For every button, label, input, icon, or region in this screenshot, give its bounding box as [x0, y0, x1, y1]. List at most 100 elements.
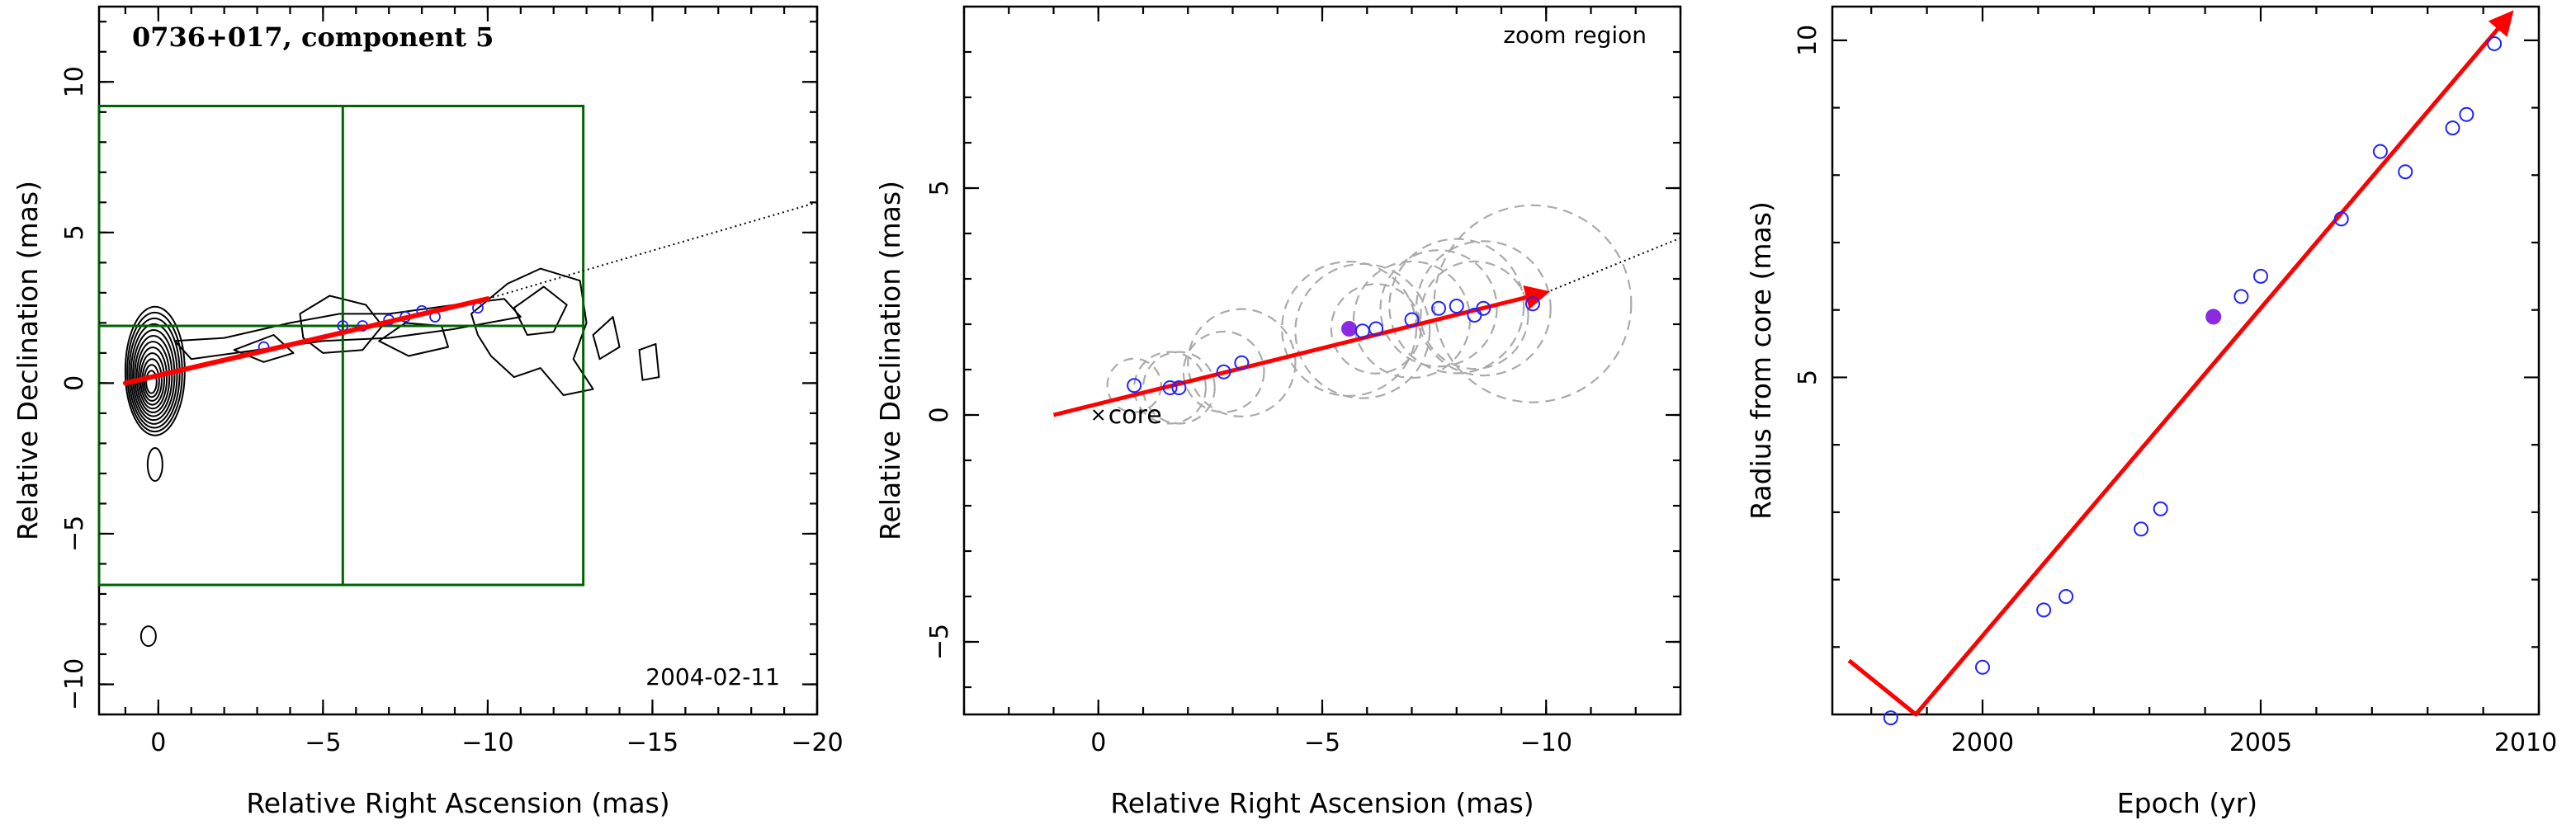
epoch-point — [1974, 659, 1990, 675]
trajectory-arrow — [122, 296, 490, 386]
x-tick-label: −5 — [1304, 728, 1340, 757]
x-tick-label: −20 — [791, 728, 843, 757]
epoch-point — [2459, 106, 2474, 122]
epoch-point — [2058, 589, 2074, 604]
y-axis-label: Relative Declination (mas) — [12, 181, 44, 540]
epoch-point — [2252, 268, 2268, 284]
zoom-region-marks: core — [1052, 237, 1681, 430]
y-tick-label: 0 — [925, 407, 954, 422]
y-tick-label: 5 — [925, 180, 954, 196]
x-tick-label: 2005 — [2229, 728, 2292, 757]
x-tick-label: 2010 — [2494, 728, 2557, 757]
component-point — [1431, 300, 1447, 316]
component-point — [1171, 380, 1187, 395]
core-contour — [128, 317, 181, 429]
jet-contour — [233, 334, 295, 363]
x-tick-label: −10 — [461, 728, 513, 757]
y-tick-label: 5 — [1794, 370, 1822, 385]
zoom-box — [97, 104, 585, 587]
zoom-region-label: zoom region — [1503, 21, 1647, 49]
y-tick-label: −10 — [60, 658, 89, 710]
component-point — [1404, 312, 1420, 328]
x-axis-label-zoom: Relative Right Ascension (mas) — [1110, 787, 1534, 819]
core-contour — [130, 323, 178, 425]
zoom-region-frame — [962, 5, 1682, 716]
fit-curve — [1847, 10, 2514, 717]
component-size-circle — [1182, 330, 1265, 413]
epoch-point — [2372, 144, 2388, 159]
contour-map-panel: 0 −5 −10 −15 −20 −10 −5 0 5 10 0736+017, componen… — [12, 5, 844, 819]
jet-contour — [592, 316, 621, 361]
trajectory-extension — [487, 201, 818, 300]
x-tick-label: −5 — [305, 728, 341, 757]
component-size-circle — [1141, 351, 1216, 425]
epoch-point — [2333, 211, 2349, 227]
epoch-point — [2487, 35, 2503, 51]
trajectory-arrow — [1052, 285, 1551, 417]
y-tick-label: −5 — [60, 516, 89, 552]
core-contour — [135, 341, 171, 413]
component-size-circles — [1106, 204, 1633, 425]
component-size-circle — [1388, 238, 1525, 375]
x-tick-label: 0 — [150, 728, 166, 757]
radio-contours — [124, 267, 660, 648]
y-tick-label: 10 — [60, 66, 89, 97]
core-contour — [132, 328, 176, 422]
core-label: core — [1108, 401, 1162, 430]
isolated-contour — [139, 625, 157, 648]
jet-contour — [470, 267, 594, 396]
component-point — [1162, 380, 1178, 395]
y-tick-label: 10 — [1794, 25, 1822, 56]
zoom-region-panel: core 0 −5 −10 −5 0 5 zoom region Relative Rig… — [874, 5, 1682, 819]
contour-map-frame — [97, 5, 819, 716]
component-point — [1476, 300, 1491, 316]
highlighted-point — [2205, 309, 2222, 325]
contour-map-ticks: 0 −5 −10 −15 −20 −10 −5 0 5 10 — [60, 7, 844, 757]
component-point — [1368, 321, 1384, 337]
component-size-circle — [1187, 308, 1297, 417]
radius-epoch-ticks: 2000 2005 2010 5 10 — [1794, 7, 2557, 757]
highlighted-point — [1341, 321, 1358, 337]
component-size-circle — [1294, 262, 1431, 399]
epoch-point — [2153, 501, 2168, 516]
epoch-label: 2004-02-11 — [645, 663, 780, 691]
component-point — [1449, 299, 1464, 314]
component-size-circle — [1106, 357, 1162, 413]
epoch-point — [2398, 164, 2413, 180]
y-tick-label: 5 — [60, 224, 89, 240]
component-point — [1234, 355, 1250, 370]
core-tail-contour — [146, 446, 163, 482]
component-point — [1524, 296, 1540, 312]
y-axis-label-zoom: Relative Declination (mas) — [874, 181, 906, 540]
component-size-circle — [1415, 240, 1552, 377]
chart-title: 0736+017, component 5 — [132, 21, 494, 53]
epoch-point — [1883, 710, 1898, 726]
contour-map-marks — [122, 201, 818, 386]
x-tick-label: −15 — [626, 728, 678, 757]
epoch-point — [2134, 521, 2149, 537]
epoch-point — [2445, 120, 2460, 136]
epoch-point — [2036, 602, 2052, 618]
jet-contour — [638, 342, 660, 381]
jet-contour — [513, 285, 568, 336]
component-point — [1354, 323, 1370, 339]
core-contour — [134, 335, 173, 417]
zoom-box-rect — [97, 104, 585, 587]
component-size-circle — [1330, 283, 1422, 375]
x-tick-label: 0 — [1090, 728, 1106, 757]
radius-epoch-frame — [1831, 5, 2541, 716]
radius-epoch-panel: 2000 2005 2010 5 10 Epoch (yr) Radius from c… — [1745, 5, 2557, 819]
jet-contour — [378, 322, 449, 357]
zoom-region-ticks: 0 −5 −10 −5 0 5 — [925, 5, 1682, 757]
x-axis-label-epoch: Epoch (yr) — [2117, 787, 2257, 819]
component-point — [1127, 378, 1142, 394]
epoch-point — [2233, 289, 2249, 304]
trajectory-extension — [1545, 237, 1681, 294]
y-tick-label: −5 — [925, 624, 954, 660]
core-marker — [1093, 409, 1104, 421]
radius-epoch-marks — [1847, 10, 2514, 726]
component-size-circle — [1133, 351, 1208, 425]
core-contour — [145, 370, 158, 394]
component-point — [1216, 364, 1231, 380]
